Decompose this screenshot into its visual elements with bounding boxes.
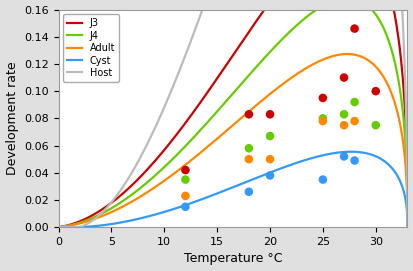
Legend: J3, J4, Adult, Cyst, Host: J3, J4, Adult, Cyst, Host [64,14,119,82]
Adult [344,52,349,56]
Point [182,205,189,209]
Point [351,27,358,31]
Adult [405,225,410,229]
Point [351,119,358,123]
X-axis label: Temperature °C: Temperature °C [184,253,282,265]
Point [182,178,189,182]
Line: Host: Host [59,0,408,227]
Cyst [197,198,202,202]
Adult [328,55,333,59]
Point [267,134,273,138]
Line: Adult: Adult [59,54,408,227]
Adult [92,217,97,221]
Point [341,154,347,159]
Point [246,146,252,150]
Point [373,89,379,93]
Point [246,157,252,161]
Line: J4: J4 [59,0,408,227]
Line: J3: J3 [59,0,408,227]
Point [182,194,189,198]
J3 [56,225,61,229]
Cyst [335,151,339,154]
Adult [335,53,339,57]
Point [320,119,326,123]
Cyst [328,152,333,155]
J3 [405,225,410,229]
Point [267,173,273,178]
Line: Cyst: Cyst [59,152,408,227]
Adult [210,141,215,144]
Point [267,157,273,161]
Host [92,218,97,221]
Point [267,112,273,117]
Cyst [349,150,354,153]
Cyst [296,161,301,164]
Point [320,178,326,182]
Point [341,112,347,117]
Cyst [92,225,97,228]
Cyst [405,225,410,229]
J4 [335,0,339,1]
Point [341,123,347,127]
J4 [197,129,202,133]
J4 [328,0,333,4]
Point [320,96,326,100]
Adult [56,225,61,229]
Adult [197,152,202,155]
Point [246,190,252,194]
Cyst [210,194,215,197]
Y-axis label: Development rate: Development rate [5,62,19,175]
J3 [210,84,215,87]
Point [351,100,358,104]
J3 [92,213,97,216]
Point [373,123,379,127]
Adult [296,72,301,75]
Host [197,15,202,19]
Point [341,75,347,80]
J3 [197,102,202,105]
Cyst [56,225,61,229]
Point [182,168,189,172]
J4 [405,225,410,229]
Host [56,225,61,229]
Point [351,158,358,163]
Point [320,116,326,121]
Point [246,112,252,117]
J4 [210,115,215,119]
J4 [56,225,61,229]
Host [405,225,410,229]
J4 [296,22,301,26]
J4 [92,215,97,219]
